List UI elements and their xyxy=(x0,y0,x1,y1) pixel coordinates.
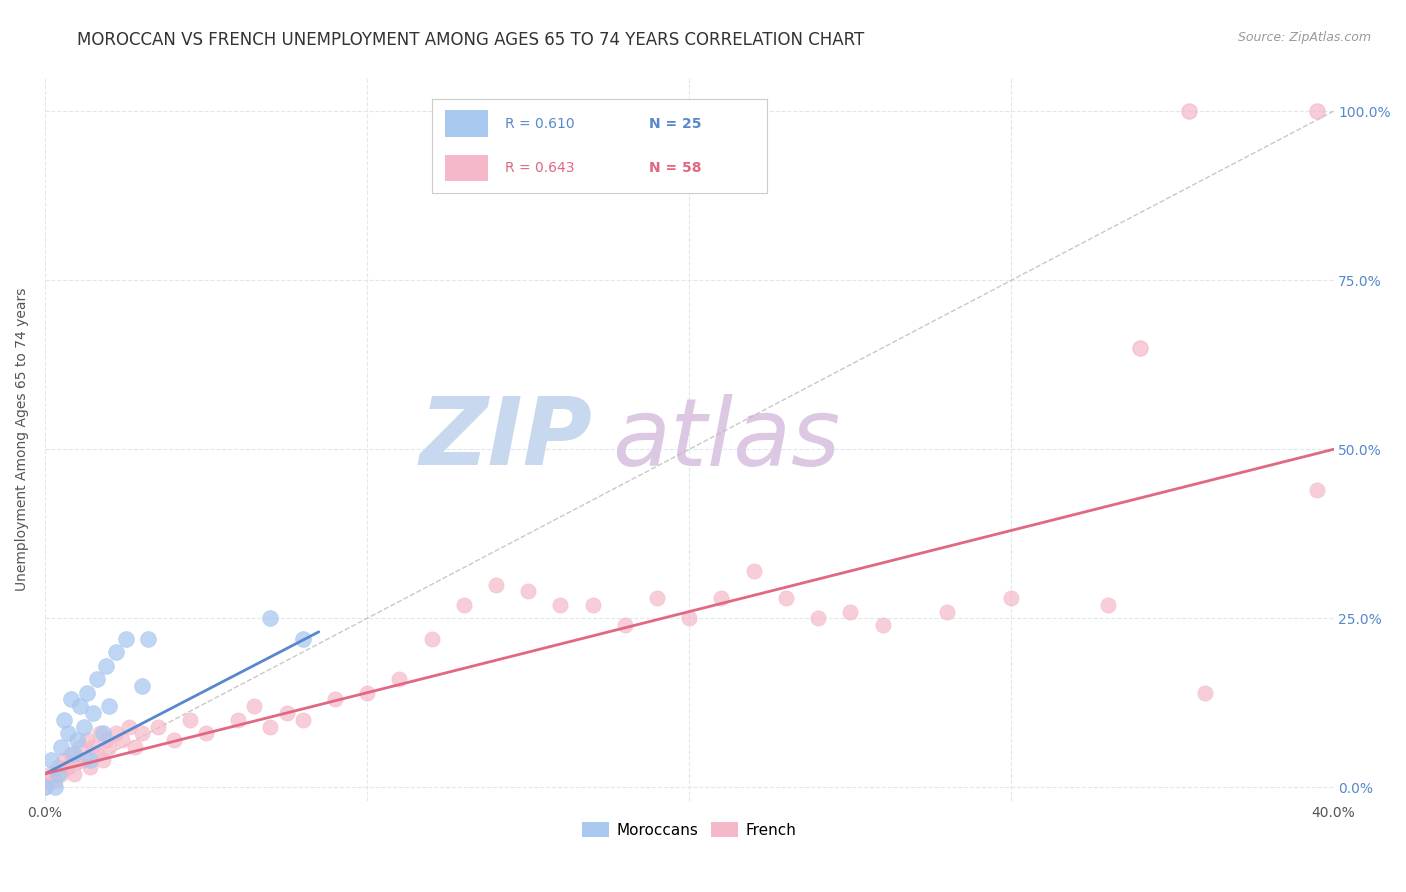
Point xyxy=(163,733,186,747)
Text: atlas: atlas xyxy=(612,393,841,484)
Point xyxy=(388,672,411,686)
Point xyxy=(96,658,118,673)
Point xyxy=(44,780,66,795)
Point xyxy=(86,672,108,686)
Point xyxy=(41,767,63,781)
Point xyxy=(34,780,56,795)
Point xyxy=(98,739,121,754)
Point xyxy=(1306,104,1329,119)
Point xyxy=(76,733,98,747)
Point xyxy=(645,591,668,605)
Point xyxy=(1194,686,1216,700)
Point xyxy=(872,618,894,632)
Point xyxy=(356,686,378,700)
Point xyxy=(807,611,830,625)
Point xyxy=(63,747,86,761)
Point xyxy=(66,733,89,747)
Point xyxy=(53,753,76,767)
Point xyxy=(46,767,69,781)
Point xyxy=(96,733,118,747)
Point xyxy=(550,598,572,612)
Point xyxy=(63,767,86,781)
Point xyxy=(53,713,76,727)
Point xyxy=(195,726,218,740)
Y-axis label: Unemployment Among Ages 65 to 74 years: Unemployment Among Ages 65 to 74 years xyxy=(15,287,30,591)
Point xyxy=(291,713,314,727)
Point xyxy=(86,747,108,761)
Point xyxy=(323,692,346,706)
Point xyxy=(485,577,508,591)
Point xyxy=(66,753,89,767)
Point xyxy=(49,739,72,754)
Point xyxy=(131,726,153,740)
Point xyxy=(82,739,104,754)
Point xyxy=(1306,483,1329,497)
Point xyxy=(69,739,91,754)
Point xyxy=(517,584,540,599)
Point xyxy=(118,719,141,733)
Point xyxy=(179,713,201,727)
Point xyxy=(104,726,127,740)
Point xyxy=(136,632,159,646)
Point xyxy=(1000,591,1022,605)
Point xyxy=(41,753,63,767)
Point xyxy=(56,726,79,740)
Point xyxy=(678,611,700,625)
Point xyxy=(82,706,104,720)
Point xyxy=(291,632,314,646)
Point xyxy=(259,719,281,733)
Point xyxy=(613,618,636,632)
Point xyxy=(839,605,862,619)
Point xyxy=(936,605,959,619)
Point xyxy=(124,739,146,754)
Point xyxy=(775,591,797,605)
Text: ZIP: ZIP xyxy=(420,393,592,485)
Point xyxy=(226,713,249,727)
Point xyxy=(420,632,443,646)
Point xyxy=(72,753,94,767)
Point xyxy=(1097,598,1119,612)
Point xyxy=(243,699,266,714)
Point xyxy=(89,726,111,740)
Point xyxy=(79,760,101,774)
Point xyxy=(46,760,69,774)
Point xyxy=(79,753,101,767)
Point xyxy=(44,773,66,788)
Point xyxy=(114,632,136,646)
Point xyxy=(453,598,475,612)
Point xyxy=(259,611,281,625)
Point xyxy=(91,726,114,740)
Point xyxy=(56,760,79,774)
Point xyxy=(49,767,72,781)
Point xyxy=(131,679,153,693)
Point xyxy=(742,564,765,578)
Point xyxy=(104,645,127,659)
Point xyxy=(69,699,91,714)
Point xyxy=(98,699,121,714)
Point xyxy=(91,753,114,767)
Text: MOROCCAN VS FRENCH UNEMPLOYMENT AMONG AGES 65 TO 74 YEARS CORRELATION CHART: MOROCCAN VS FRENCH UNEMPLOYMENT AMONG AG… xyxy=(77,31,865,49)
Point xyxy=(1177,104,1199,119)
Point xyxy=(111,733,134,747)
Point xyxy=(37,773,59,788)
Point xyxy=(146,719,169,733)
Legend: Moroccans, French: Moroccans, French xyxy=(575,816,803,844)
Point xyxy=(34,780,56,795)
Point xyxy=(1129,341,1152,355)
Point xyxy=(59,692,82,706)
Text: Source: ZipAtlas.com: Source: ZipAtlas.com xyxy=(1237,31,1371,45)
Point xyxy=(710,591,733,605)
Point xyxy=(76,686,98,700)
Point xyxy=(72,719,94,733)
Point xyxy=(59,747,82,761)
Point xyxy=(581,598,603,612)
Point xyxy=(276,706,298,720)
